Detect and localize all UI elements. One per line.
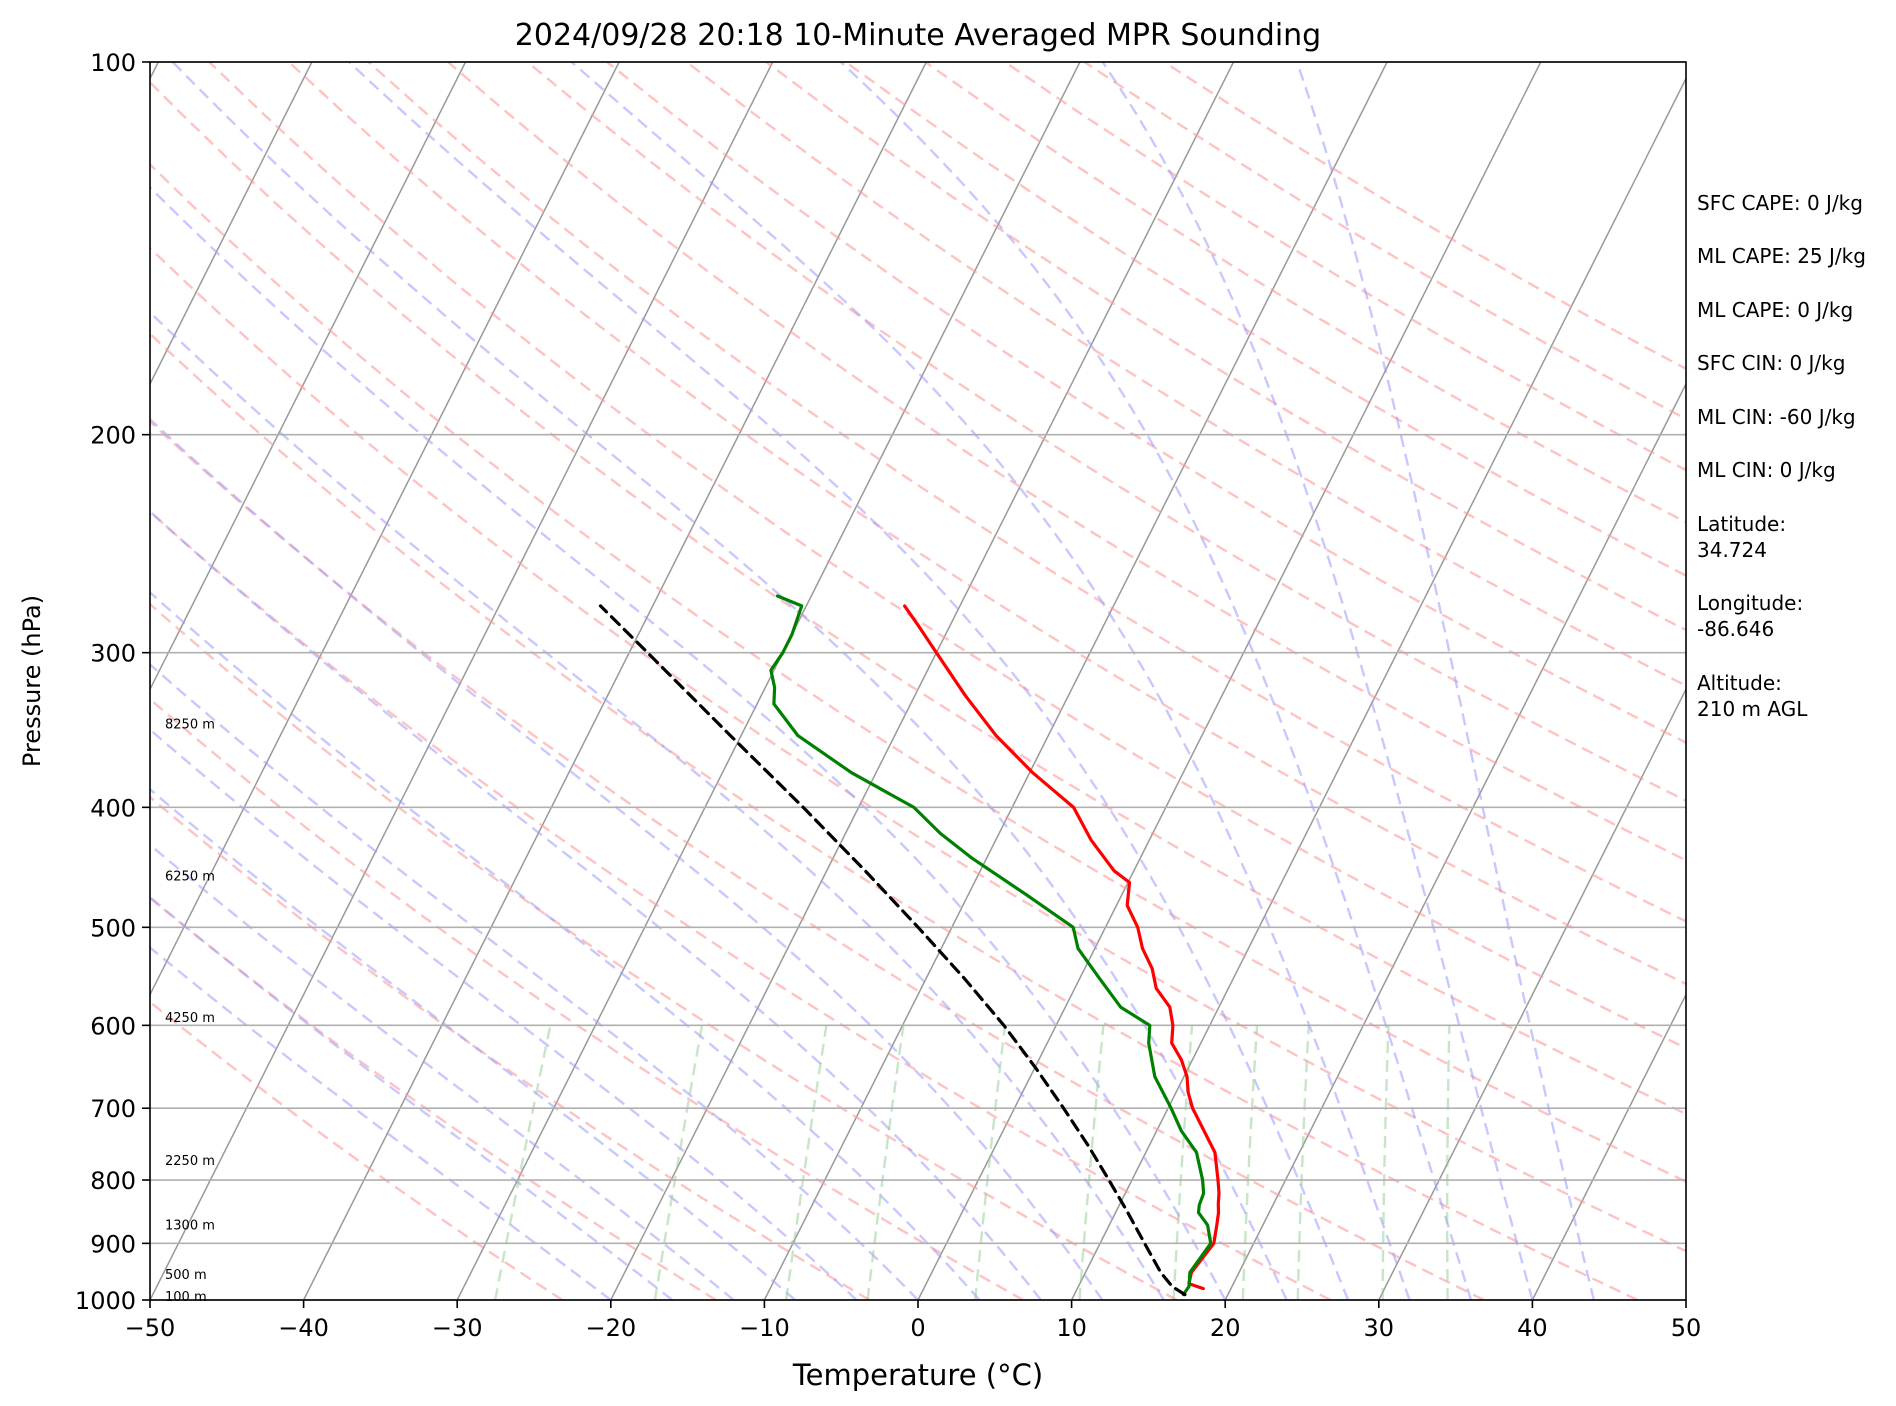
dry-adiabat-line [150,420,1485,1300]
x-tick-label: 50 [1671,1314,1702,1342]
isotherm-line [150,62,467,691]
height-label: 500 m [165,1268,207,1283]
moist-adiabat-line [839,62,1473,1300]
y-tick-label: 900 [90,1230,136,1258]
x-tick-label: 0 [910,1314,925,1342]
isotherm-line [456,62,1081,1300]
sfc-cin-text: SFC CIN: 0 J/kg [1697,351,1845,375]
latitude-value: 34.724 [1697,538,1767,562]
moist-adiabat-line [150,895,673,1300]
sounding-profiles [598,594,1221,1297]
x-axis-title: Temperature (°C) [792,1358,1043,1392]
sfc-cape-text: SFC CAPE: 0 J/kg [1697,191,1863,215]
dry-adiabat-line [150,162,1686,1183]
y-tick-label: 100 [90,49,136,77]
isotherm-line [1531,992,1686,1300]
dry-adiabat-line [287,62,1686,986]
height-label: 1300 m [165,1219,215,1234]
ml-cape-text-2: ML CAPE: 0 J/kg [1697,298,1853,322]
y-tick-label: 600 [90,1012,136,1040]
moist-adiabat-line [150,843,735,1300]
sounding-parameters-panel: SFC CAPE: 0 J/kg ML CAPE: 25 J/kg ML CAP… [1697,191,1866,721]
x-axis-ticks: −50 −40 −30 −20 −10 0 10 20 30 40 50 [125,1300,1702,1342]
moist-adiabat-line [1101,62,1534,1300]
x-tick-label: −40 [278,1314,329,1342]
moist-adiabat-line [348,62,1350,1300]
longitude-label: Longitude: [1697,591,1803,615]
moist-adiabat-line [150,310,1165,1300]
isotherm-line [1224,382,1686,1300]
isotherm-line [302,62,927,1300]
y-tick-label: 500 [90,914,136,942]
x-tick-label: 30 [1364,1314,1395,1342]
y-axis-ticks: 100 200 300 400 500 600 700 800 900 1000 [75,49,150,1315]
y-tick-label: 1000 [75,1287,136,1315]
isotherm-line [1070,76,1686,1300]
dry-adiabat-line [606,62,1686,744]
isotherm-line [1378,687,1686,1300]
ml-cape-text: ML CAPE: 25 J/kg [1697,244,1866,268]
height-label: 8250 m [165,718,215,733]
moist-adiabat-line [150,417,1104,1300]
dry-adiabat-line [447,62,1686,862]
altitude-value: 210 m AGL [1697,697,1808,721]
moist-adiabat-line [150,185,1227,1300]
isotherm-line [610,62,1235,1300]
isotherm-line [150,62,313,386]
dry-adiabat-line [150,1000,564,1300]
series-line-2 [598,604,1187,1297]
moist-adiabat-line [150,662,919,1300]
dry-adiabat-line [150,246,1686,1253]
isotherm-line [763,62,1388,1300]
background-reference-lines [150,62,1686,1300]
altitude-label: Altitude: [1697,671,1782,695]
x-tick-label: −20 [585,1314,636,1342]
height-label: 100 m [165,1290,207,1305]
x-tick-label: 40 [1517,1314,1548,1342]
moist-adiabat-line [150,590,981,1300]
x-tick-label: −30 [432,1314,483,1342]
y-tick-label: 800 [90,1167,136,1195]
y-tick-label: 200 [90,422,136,450]
series-line-0 [903,604,1221,1291]
height-label: 2250 m [165,1154,215,1169]
ml-cin-text-2: ML CIN: 0 J/kg [1697,458,1836,482]
dry-adiabat-line [150,896,717,1300]
dry-adiabat-line [150,332,1639,1300]
dry-adiabat-line [844,62,1686,577]
longitude-value: -86.646 [1697,617,1774,641]
height-label: 4250 m [165,1011,215,1026]
ml-cin-text: ML CIN: -60 J/kg [1697,405,1856,429]
dry-adiabat-line [685,62,1686,688]
x-tick-label: 20 [1210,1314,1241,1342]
series-line-1 [769,594,1213,1297]
moist-adiabat-line [1295,62,1595,1300]
moist-adiabat-line [570,62,1411,1300]
x-tick-label: −10 [739,1314,790,1342]
isotherm-line [150,62,620,997]
y-tick-label: 400 [90,794,136,822]
dry-adiabat-line [208,62,1686,1050]
x-tick-label: −50 [125,1314,176,1342]
x-tick-label: 10 [1056,1314,1087,1342]
moist-adiabat-line [150,509,1042,1300]
height-labels: 8250 m 6250 m 4250 m 2250 m 1300 m 500 m 100 m [165,718,215,1305]
dry-adiabat-line [150,697,1024,1300]
y-tick-label: 700 [90,1095,136,1123]
latitude-label: Latitude: [1697,512,1786,536]
moist-adiabat-line [150,787,796,1300]
height-label: 6250 m [165,870,215,885]
dry-adiabat-line [150,602,1178,1300]
moist-adiabat-line [171,62,1288,1300]
y-axis-title: Pressure (hPa) [18,595,46,767]
chart-title: 2024/09/28 20:18 10-Minute Averaged MPR … [515,18,1321,53]
y-tick-label: 300 [90,640,136,668]
